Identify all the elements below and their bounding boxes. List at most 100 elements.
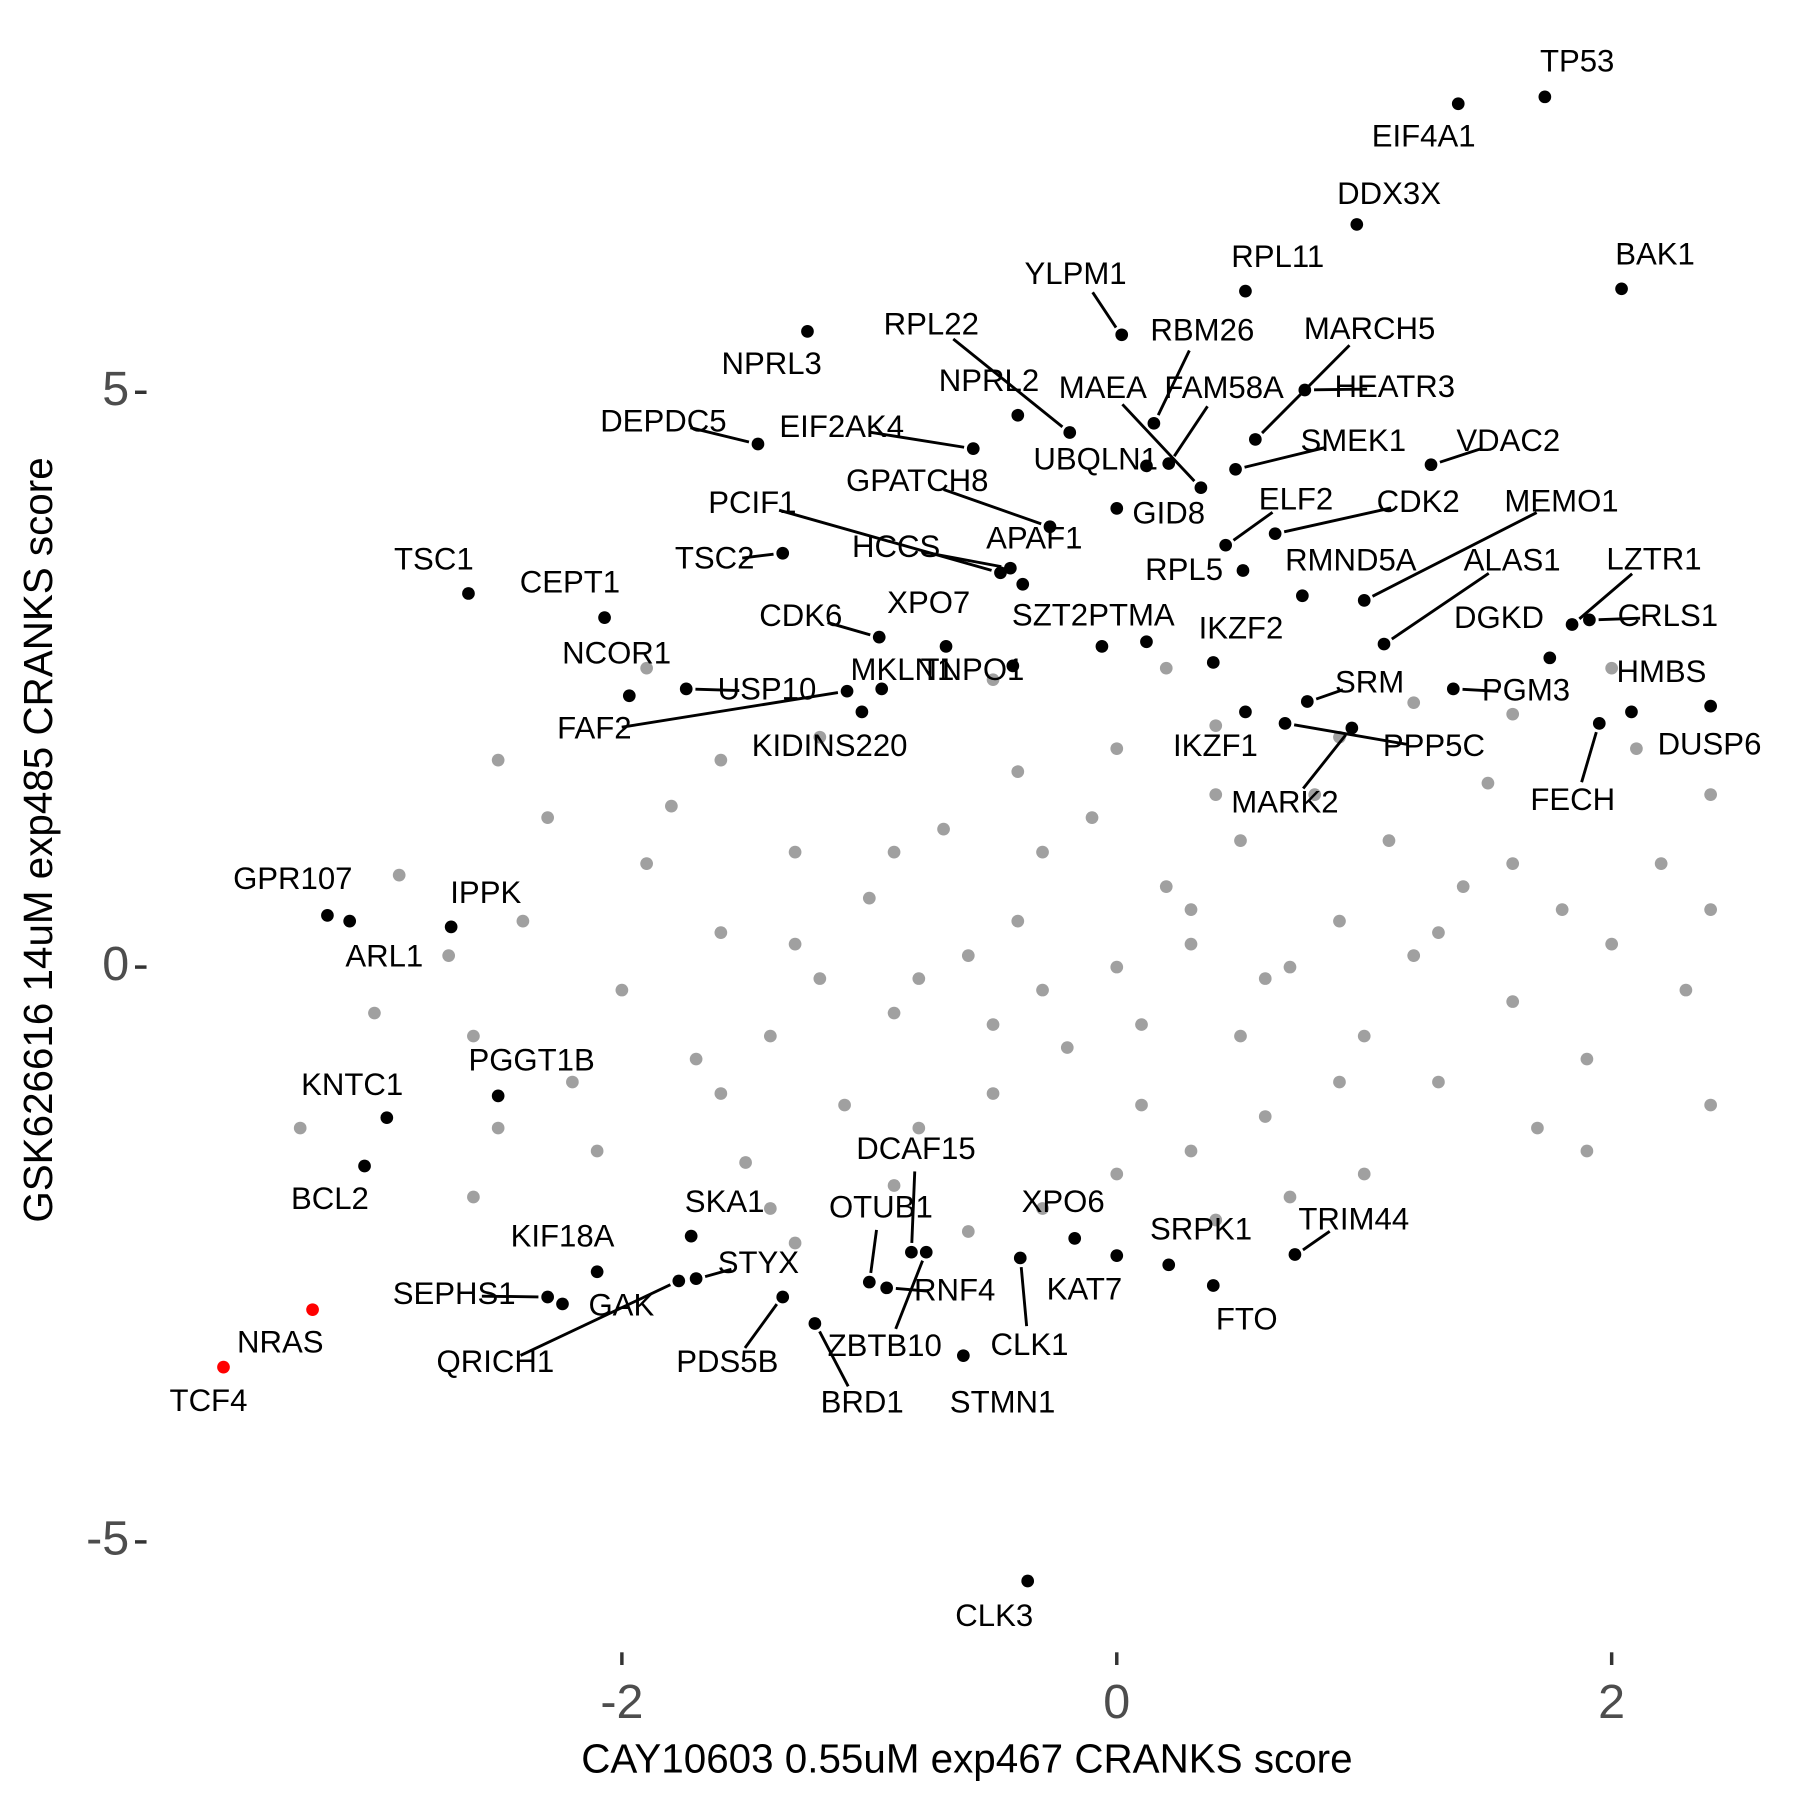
gene-label: SRM [1335, 664, 1404, 699]
gene-point [1592, 717, 1606, 730]
gene-label: TNPO1 [921, 652, 1025, 687]
label-connector [743, 1303, 778, 1349]
label-connector [952, 337, 1064, 429]
gene-label: GPR107 [233, 861, 352, 896]
background-point [1209, 788, 1223, 801]
gene-point [1013, 1251, 1027, 1265]
label-connector [1371, 511, 1538, 598]
background-point [1531, 1121, 1544, 1135]
label-connector [1244, 445, 1327, 469]
background-point [1432, 1075, 1445, 1089]
background-point [1283, 960, 1297, 974]
gene-point [966, 442, 980, 455]
background-point [516, 914, 530, 928]
label-connector [1173, 405, 1209, 457]
background-point [1580, 1052, 1594, 1066]
gene-point [1206, 656, 1220, 669]
gene-label: BAK1 [1615, 237, 1695, 272]
gene-point [672, 1274, 686, 1288]
gene-label: FECH [1530, 782, 1615, 817]
gene-label: QRICH1 [436, 1344, 554, 1379]
background-point [912, 972, 926, 985]
background-point [1333, 1075, 1346, 1089]
background-point [912, 1121, 926, 1135]
background-point [1209, 719, 1223, 733]
background-point [1036, 983, 1049, 997]
gene-label: PCIF1 [708, 485, 796, 520]
background-point [788, 845, 802, 859]
label-connector [1293, 723, 1407, 746]
gene-label: NCOR1 [562, 636, 671, 671]
gene-point [1006, 659, 1020, 673]
label-connector [910, 1171, 917, 1244]
gene-label: PTMA [1088, 598, 1175, 633]
background-point [566, 1075, 579, 1089]
gene-label: PPP5C [1383, 728, 1485, 763]
gene-label: CLK3 [955, 1598, 1033, 1633]
gene-point [1229, 462, 1242, 476]
gene-point [939, 639, 953, 653]
gene-point [1543, 651, 1557, 665]
y-tick-label: -5 [86, 1512, 129, 1566]
gene-point [875, 682, 889, 696]
gene-point [905, 1245, 918, 1259]
gene-label: KIDINS220 [752, 728, 908, 763]
background-point [1407, 696, 1421, 710]
label-connector [1121, 403, 1196, 483]
gene-label: LZTR1 [1606, 541, 1701, 576]
gene-label: FAF2 [557, 711, 631, 746]
background-point [1357, 1029, 1371, 1043]
gene-label: TCF4 [170, 1383, 248, 1418]
background-point [763, 1202, 777, 1215]
gene-point [679, 682, 693, 696]
label-connector [1598, 616, 1641, 622]
gene-point [1345, 721, 1359, 735]
gene-label: IPPK [450, 875, 521, 910]
gene-point [919, 1245, 933, 1259]
label-connector [1302, 1230, 1331, 1252]
gene-point [1288, 1248, 1302, 1261]
gene-point [957, 1349, 970, 1363]
gene-point [1538, 90, 1552, 104]
gene-label: MKLN1 [851, 652, 955, 687]
background-point [1308, 788, 1322, 801]
background-point [1209, 1213, 1223, 1227]
gene-point [840, 684, 854, 698]
gene-label: RPL22 [884, 307, 979, 342]
background-point [862, 891, 876, 905]
background-point [714, 753, 728, 767]
background-point [1258, 972, 1272, 985]
background-point [541, 811, 554, 824]
background-point [813, 730, 827, 744]
label-connector [1439, 447, 1483, 464]
gene-point [1583, 613, 1596, 627]
gene-point [491, 1089, 505, 1103]
gene-label: MEMO1 [1504, 484, 1618, 519]
gene-point [1446, 682, 1460, 696]
gene-point [776, 546, 790, 560]
gene-label: RNF4 [914, 1273, 995, 1308]
background-point [1630, 742, 1643, 756]
gene-label: CRLS1 [1618, 598, 1718, 633]
gene-label: UBQLN1 [1033, 441, 1158, 476]
gene-point [1016, 577, 1030, 591]
background-point [1555, 903, 1569, 916]
label-connector [704, 1267, 732, 1279]
background-point [1184, 903, 1198, 916]
background-point [590, 1144, 604, 1158]
gene-label: PGM3 [1482, 673, 1570, 708]
label-connector [690, 426, 750, 444]
gene-point [462, 587, 475, 600]
x-tick-label: -2 [600, 1675, 643, 1729]
gene-point [358, 1159, 371, 1173]
label-connector [1580, 731, 1598, 783]
label-connector [481, 1294, 539, 1299]
gene-point [1147, 416, 1161, 430]
background-point [1382, 834, 1396, 847]
background-point [1110, 960, 1124, 974]
gene-label: TP53 [1540, 44, 1614, 79]
label-connector [621, 691, 839, 729]
background-point [1036, 1202, 1049, 1215]
background-point [1481, 776, 1495, 790]
